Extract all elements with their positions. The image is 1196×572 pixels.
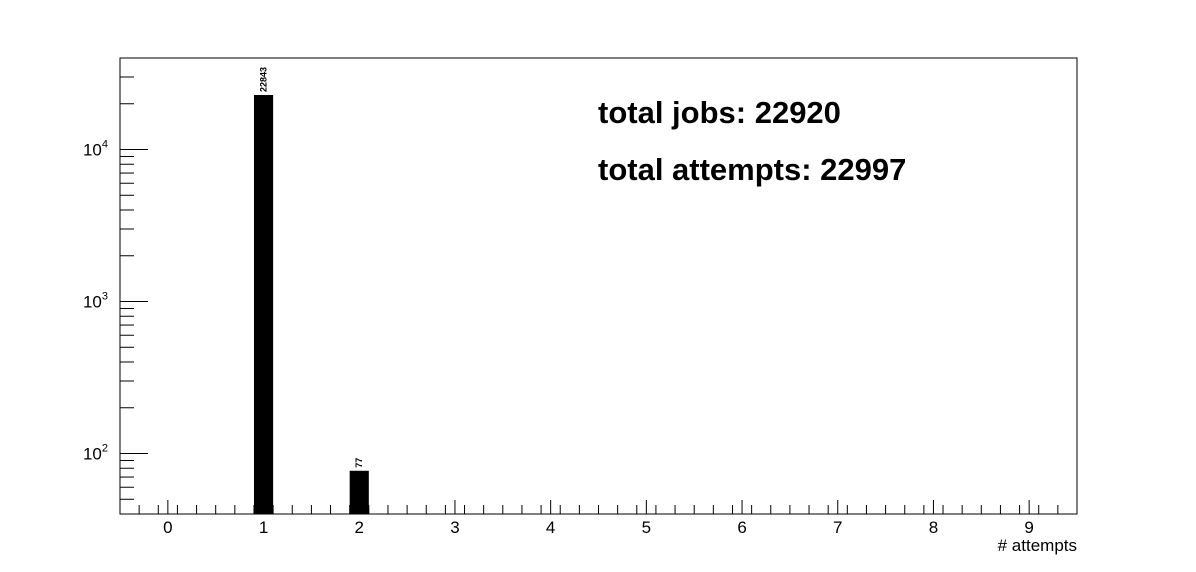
x-tick-label: 9 — [1024, 518, 1033, 537]
annotation-total-attempts: total attempts: 22997 — [598, 152, 906, 187]
x-tick-label: 1 — [259, 518, 268, 537]
x-tick-label: 5 — [642, 518, 651, 537]
bar-value-label: 22843 — [259, 67, 269, 92]
x-tick-label: 8 — [929, 518, 938, 537]
bars: 22843 77 — [253, 67, 369, 515]
bar-value-label: 77 — [354, 458, 364, 468]
y-tick-label: 104 — [83, 139, 108, 160]
x-tick-label: 3 — [450, 518, 459, 537]
x-tick-label: 4 — [546, 518, 555, 537]
y-axis: 102 103 104 — [83, 57, 148, 515]
annotation-total-jobs: total jobs: 22920 — [598, 95, 841, 130]
x-tick-label: 6 — [737, 518, 746, 537]
x-axis-label: # attempts — [998, 536, 1077, 555]
x-tick-label: 7 — [833, 518, 842, 537]
bar-77 — [349, 470, 369, 514]
y-tick-label: 103 — [83, 291, 108, 312]
x-tick-label: 2 — [355, 518, 364, 537]
x-tick-label: 0 — [163, 518, 172, 537]
bar-22843 — [253, 94, 274, 515]
y-tick-label: 102 — [83, 443, 108, 464]
